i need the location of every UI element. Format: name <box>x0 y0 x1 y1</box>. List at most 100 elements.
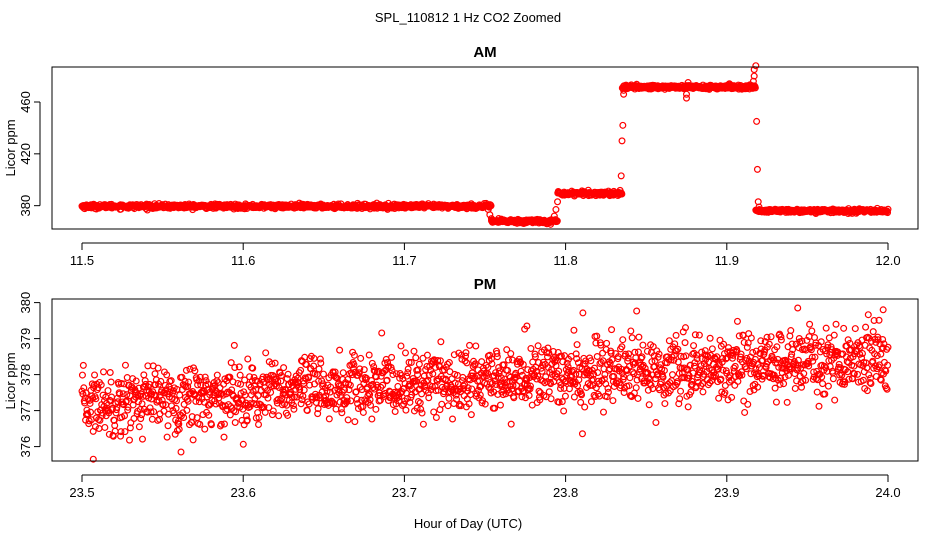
am-points <box>78 62 892 228</box>
data-point <box>290 393 298 401</box>
data-point <box>603 339 611 347</box>
data-point <box>729 354 737 362</box>
data-point <box>757 337 765 345</box>
data-point <box>687 388 695 396</box>
data-point <box>300 386 308 394</box>
data-point <box>806 320 814 328</box>
data-point <box>752 62 760 70</box>
pm-points <box>78 304 892 463</box>
data-point <box>172 404 180 412</box>
data-point <box>526 382 534 390</box>
pm-panel: PM Licor ppm 23.5 23.6 23.7 23.8 23.9 24.0 37… <box>3 276 919 500</box>
data-point <box>163 433 171 441</box>
data-point <box>231 419 239 427</box>
data-point <box>357 354 365 362</box>
x-tick-label: 11.5 <box>70 253 94 268</box>
data-point <box>359 408 367 416</box>
data-point <box>477 382 485 390</box>
data-point <box>509 382 517 390</box>
data-point <box>767 333 775 341</box>
data-point <box>570 326 578 334</box>
data-point <box>743 343 751 351</box>
data-point <box>626 374 634 382</box>
data-point <box>610 373 618 381</box>
data-point <box>177 448 185 456</box>
data-point <box>690 362 698 370</box>
data-point <box>824 382 832 390</box>
data-point <box>667 356 675 364</box>
data-point <box>821 390 829 398</box>
data-point <box>410 347 418 355</box>
data-point <box>749 349 757 357</box>
data-point <box>737 350 745 358</box>
data-point <box>788 350 796 358</box>
data-point <box>164 422 172 430</box>
data-point <box>609 397 617 405</box>
data-point <box>401 349 409 357</box>
data-point <box>665 337 673 345</box>
data-point <box>763 333 771 341</box>
data-point <box>531 350 539 358</box>
data-point <box>407 359 415 367</box>
data-point <box>305 400 313 408</box>
data-point <box>579 309 587 317</box>
data-point <box>706 334 714 342</box>
data-point <box>406 398 414 406</box>
data-point <box>831 396 839 404</box>
data-point <box>345 386 353 394</box>
figure-suptitle: SPL_110812 1 Hz CO2 Zoomed <box>375 10 561 25</box>
data-point <box>755 203 763 211</box>
data-point <box>468 385 476 393</box>
data-point <box>344 416 352 424</box>
am-ylabel: Licor ppm <box>3 119 18 176</box>
data-point <box>428 382 436 390</box>
data-point <box>819 380 827 388</box>
data-point <box>380 367 388 375</box>
data-point <box>671 340 679 348</box>
data-point <box>239 440 247 448</box>
data-point <box>444 402 452 410</box>
data-point <box>781 360 789 368</box>
data-point <box>635 368 643 376</box>
data-point <box>618 190 626 198</box>
data-point <box>106 368 114 376</box>
data-point <box>531 353 539 361</box>
data-point <box>492 381 500 389</box>
data-point <box>110 416 118 424</box>
data-point <box>585 367 593 375</box>
data-point <box>367 377 375 385</box>
data-point <box>577 398 585 406</box>
data-point <box>645 401 653 409</box>
data-point <box>228 386 236 394</box>
data-point <box>351 418 359 426</box>
data-point <box>870 316 878 324</box>
data-point <box>384 359 392 367</box>
data-point <box>107 378 115 386</box>
data-point <box>297 366 305 374</box>
data-point <box>672 331 680 339</box>
data-point <box>146 404 154 412</box>
data-point <box>135 423 143 431</box>
data-point <box>545 349 553 357</box>
data-point <box>561 392 569 400</box>
data-point <box>397 342 405 350</box>
data-point <box>445 394 453 402</box>
data-point <box>89 455 97 463</box>
data-point <box>419 420 427 428</box>
data-point <box>196 373 204 381</box>
data-point <box>573 341 581 349</box>
data-point <box>725 378 733 386</box>
pm-x-axis: 23.5 23.6 23.7 23.8 23.9 24.0 <box>69 474 901 500</box>
data-point <box>159 400 167 408</box>
data-point <box>360 366 368 374</box>
data-point <box>693 351 701 359</box>
data-point <box>655 350 663 358</box>
data-point <box>555 367 563 375</box>
data-point <box>445 359 453 367</box>
data-point <box>787 327 795 335</box>
data-point <box>697 382 705 390</box>
data-point <box>323 387 331 395</box>
data-point <box>552 206 560 214</box>
data-point <box>126 424 134 432</box>
data-point <box>488 360 496 368</box>
